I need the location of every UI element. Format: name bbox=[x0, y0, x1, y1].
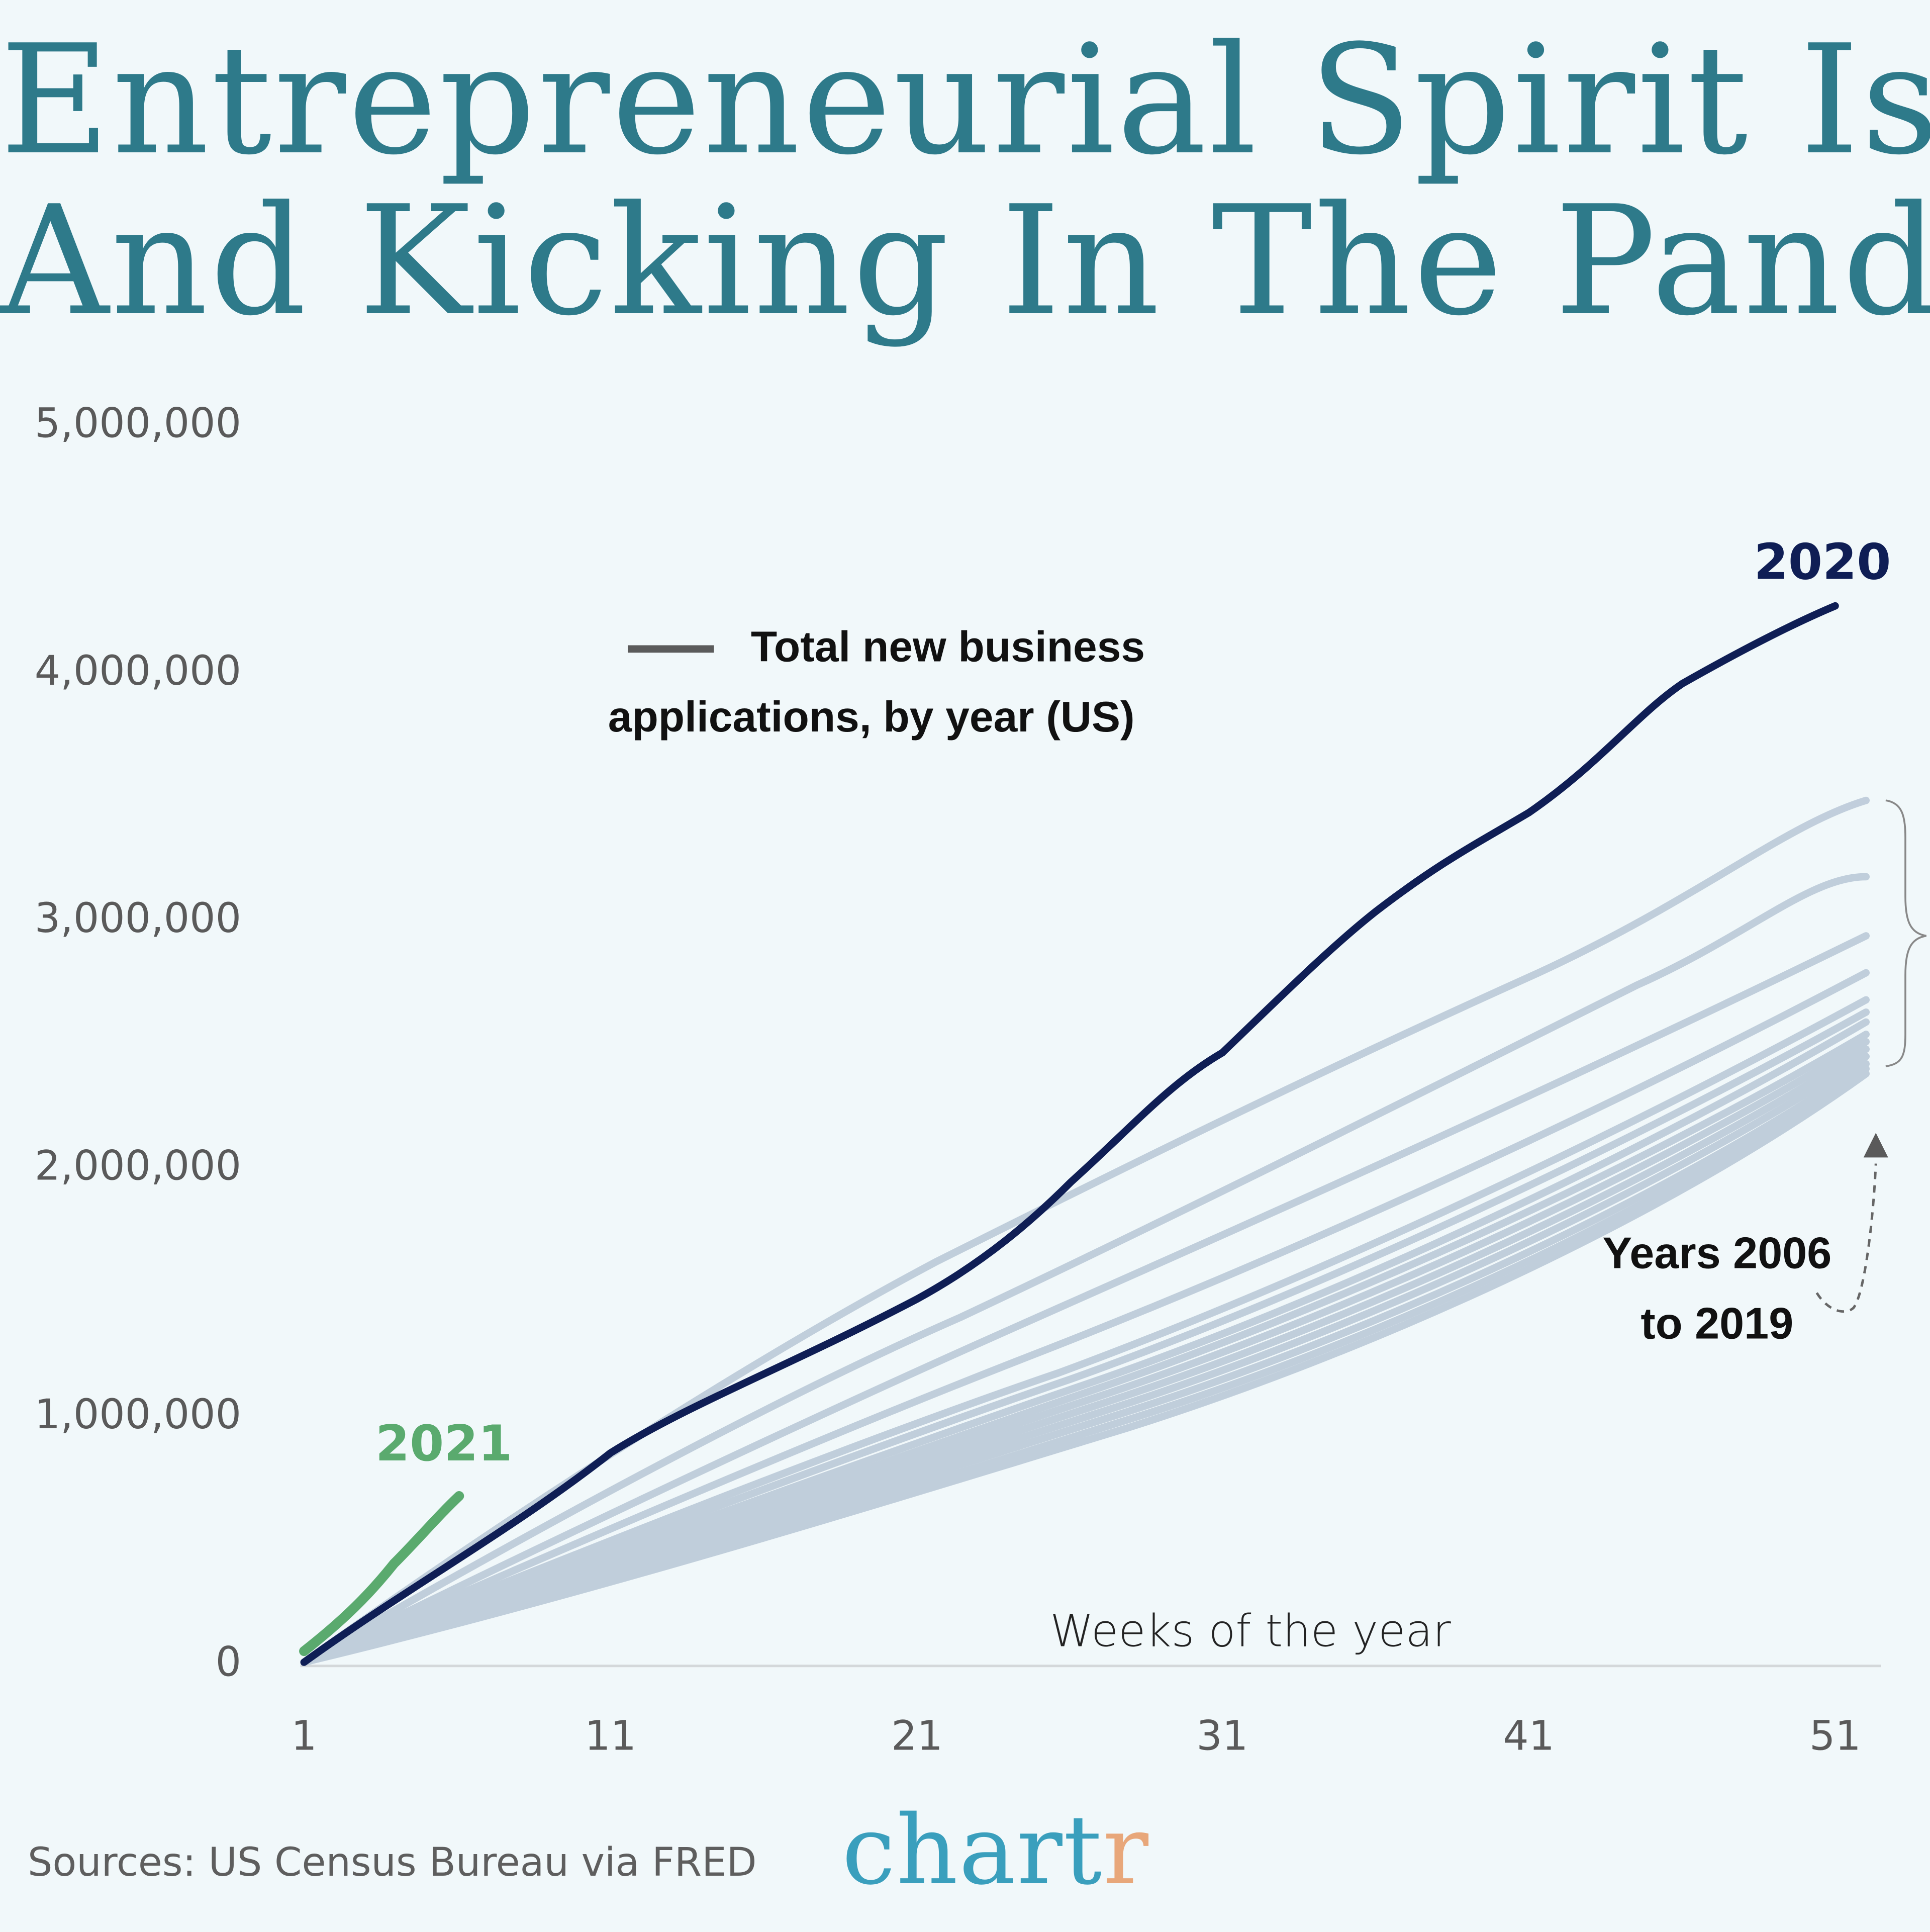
x-tick-1: 1 bbox=[291, 1712, 317, 1760]
y-tick-2m: 2,000,000 bbox=[35, 1142, 241, 1189]
line-historic-14 bbox=[300, 1070, 1870, 1666]
annotation-years-line2: to 2019 bbox=[1640, 1298, 1793, 1348]
historic-brace bbox=[1885, 799, 1926, 1067]
x-axis: 1 11 21 31 41 51 Weeks of the year bbox=[291, 1605, 1861, 1760]
chart-title-line2: And Kicking In The Pandemic bbox=[0, 173, 1930, 349]
line-historic-7 bbox=[300, 1018, 1870, 1666]
source-note: Sources: US Census Bureau via FRED bbox=[28, 1840, 757, 1885]
line-historic-5 bbox=[300, 996, 1870, 1666]
legend-line1: Total new business bbox=[751, 622, 1145, 671]
line-historic-10 bbox=[300, 1045, 1870, 1666]
line-historic-4 bbox=[300, 969, 1870, 1666]
legend-line2: applications, by year (US) bbox=[608, 693, 1135, 741]
chartr-logo: chartr bbox=[842, 1795, 1149, 1906]
y-tick-4m: 4,000,000 bbox=[35, 648, 241, 695]
line-2020 bbox=[300, 602, 1839, 1666]
line-historic-2 bbox=[300, 873, 1870, 1666]
logo-main: chart bbox=[842, 1795, 1103, 1906]
y-tick-0: 0 bbox=[216, 1638, 241, 1686]
y-tick-5m: 5,000,000 bbox=[35, 400, 241, 447]
label-2020: 2020 bbox=[1754, 533, 1891, 591]
x-tick-41: 41 bbox=[1503, 1712, 1555, 1760]
historic-lines bbox=[300, 796, 1870, 1666]
line-historic-3 bbox=[300, 932, 1870, 1666]
annotation-years-line1: Years 2006 bbox=[1602, 1228, 1831, 1278]
legend: Total new business applications, by year… bbox=[608, 622, 1145, 741]
label-2021: 2021 bbox=[375, 1415, 513, 1473]
logo-accent: r bbox=[1103, 1795, 1150, 1906]
x-tick-21: 21 bbox=[891, 1712, 943, 1760]
line-2021 bbox=[299, 1491, 464, 1657]
y-tick-3m: 3,000,000 bbox=[35, 895, 241, 942]
x-axis-title: Weeks of the year bbox=[1050, 1605, 1452, 1657]
x-tick-31: 31 bbox=[1196, 1712, 1248, 1760]
y-tick-1m: 1,000,000 bbox=[35, 1391, 241, 1438]
chart-title: Entrepreneurial Spirit Is Alive And Kick… bbox=[0, 20, 1930, 342]
dashed-arrow-line bbox=[1815, 1163, 1877, 1313]
x-tick-51: 51 bbox=[1809, 1712, 1861, 1760]
y-axis: 0 1,000,000 2,000,000 3,000,000 4,000,00… bbox=[35, 400, 241, 1686]
line-historic-6 bbox=[300, 1008, 1870, 1666]
x-tick-11: 11 bbox=[585, 1712, 636, 1760]
chart-title-line1: Entrepreneurial Spirit Is Alive bbox=[0, 13, 1930, 188]
arrow-up-icon bbox=[1863, 1133, 1888, 1158]
